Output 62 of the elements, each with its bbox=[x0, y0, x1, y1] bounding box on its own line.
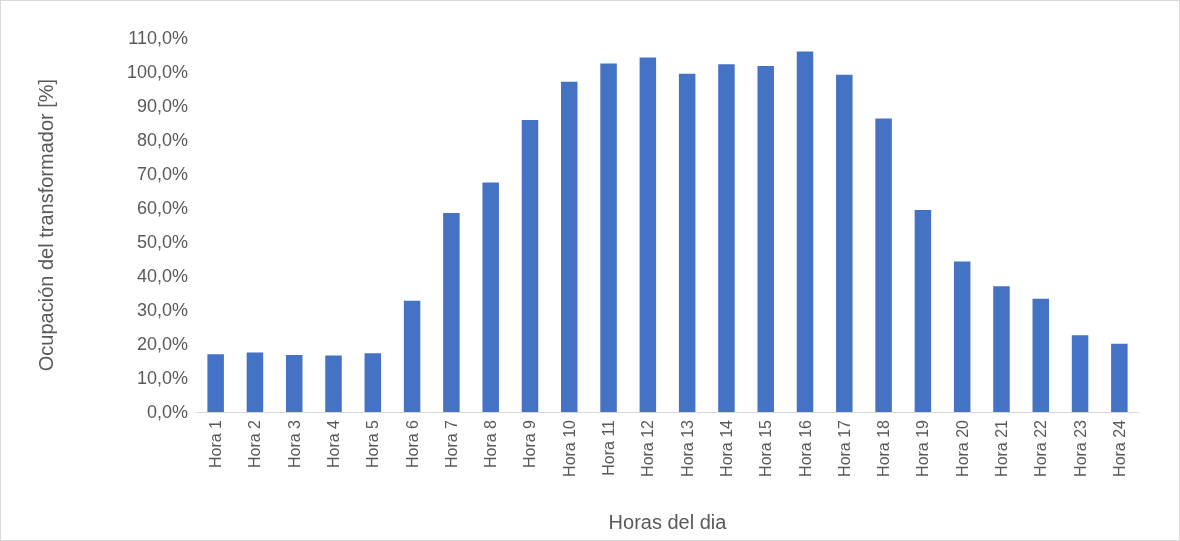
x-tick-label: Hora 7 bbox=[442, 419, 460, 469]
x-tick-label: Hora 8 bbox=[482, 419, 500, 469]
bar bbox=[757, 65, 774, 412]
bar bbox=[207, 354, 224, 412]
y-tick-label: 70,0% bbox=[136, 164, 188, 184]
bar bbox=[1111, 343, 1128, 412]
x-axis-title: Horas del dia bbox=[608, 511, 728, 533]
x-tick-label: Hora 1 bbox=[207, 419, 225, 469]
bar bbox=[1032, 298, 1050, 412]
bar bbox=[639, 57, 657, 412]
bar bbox=[561, 81, 578, 412]
bar bbox=[953, 261, 971, 412]
bar bbox=[325, 355, 342, 412]
bar bbox=[443, 213, 460, 412]
x-tick-label: Hora 5 bbox=[364, 419, 382, 469]
x-tick-label: Hora 10 bbox=[560, 419, 578, 477]
x-tick-label: Hora 3 bbox=[285, 419, 303, 469]
bar bbox=[482, 182, 499, 412]
y-tick-label: 20,0% bbox=[136, 334, 188, 354]
bar bbox=[521, 119, 539, 412]
x-tick-label: Hora 15 bbox=[757, 419, 775, 477]
bar bbox=[836, 74, 853, 412]
x-tick-label: Hora 16 bbox=[796, 419, 814, 477]
bar bbox=[246, 352, 264, 412]
bar bbox=[875, 118, 892, 412]
bar bbox=[678, 73, 696, 412]
y-tick-label: 40,0% bbox=[136, 266, 188, 286]
y-tick-label: 30,0% bbox=[136, 300, 188, 320]
x-tick-label: Hora 13 bbox=[678, 419, 696, 477]
bar bbox=[600, 63, 617, 412]
y-axis-title: Ocupación del transformador [%] bbox=[35, 78, 57, 372]
x-tick-label: Hora 11 bbox=[600, 419, 618, 476]
y-tick-label: 80,0% bbox=[136, 130, 188, 150]
x-tick-label: Hora 22 bbox=[1032, 419, 1050, 477]
y-tick-label: 50,0% bbox=[136, 232, 188, 252]
x-tick-label: Hora 9 bbox=[521, 419, 539, 469]
x-tick-label: Hora 4 bbox=[325, 419, 343, 469]
bar bbox=[718, 64, 735, 412]
bar bbox=[364, 353, 382, 412]
x-tick-label: Hora 18 bbox=[875, 419, 893, 477]
bar bbox=[1071, 335, 1089, 412]
x-tick-label: Hora 24 bbox=[1110, 419, 1128, 477]
x-tick-label: Hora 14 bbox=[717, 419, 735, 477]
y-tick-label: 110,0% bbox=[128, 28, 188, 48]
x-tick-label: Hora 6 bbox=[403, 419, 421, 469]
x-tick-label: Hora 17 bbox=[835, 419, 853, 477]
x-tick-label: Hora 23 bbox=[1071, 419, 1089, 477]
x-tick-label: Hora 20 bbox=[953, 419, 971, 477]
x-tick-label: Hora 19 bbox=[914, 419, 932, 477]
bar bbox=[914, 210, 932, 412]
y-tick-label: 60,0% bbox=[136, 198, 188, 218]
bar bbox=[403, 300, 421, 412]
bar bbox=[285, 354, 303, 412]
y-tick-label: 0,0% bbox=[146, 402, 188, 422]
bar bbox=[796, 51, 814, 412]
x-tick-label: Hora 12 bbox=[639, 419, 657, 477]
y-tick-label: 10,0% bbox=[136, 368, 188, 388]
y-tick-label: 90,0% bbox=[136, 96, 188, 116]
y-tick-label: 100,0% bbox=[126, 62, 188, 82]
x-tick-label: Hora 2 bbox=[246, 419, 264, 469]
x-tick-label: Hora 21 bbox=[992, 419, 1010, 477]
bar bbox=[993, 286, 1010, 412]
